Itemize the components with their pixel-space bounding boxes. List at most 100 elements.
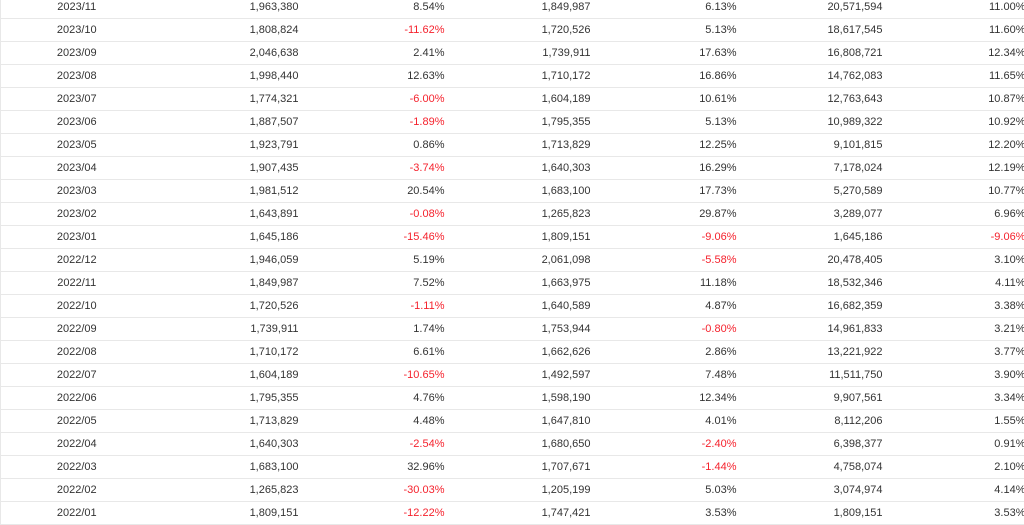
month-cell: 2023/10 — [1, 19, 153, 42]
cumulative-value-cell: 1,809,151 — [737, 502, 883, 525]
month-cell: 2023/08 — [1, 65, 153, 88]
cumulative-value-cell: 4,758,074 — [737, 456, 883, 479]
value-cell: 1,946,059 — [153, 249, 299, 272]
value-cell: 1,981,512 — [153, 180, 299, 203]
month-cell: 2023/06 — [1, 111, 153, 134]
cumulative-change-cell: 11.00% — [883, 0, 1024, 19]
yoy-change-cell: 16.29% — [591, 157, 737, 180]
value-cell: 1,849,987 — [153, 272, 299, 295]
prev-year-value-cell: 1,647,810 — [445, 410, 591, 433]
mom-change-cell: -2.54% — [299, 433, 445, 456]
prev-year-value-cell: 1,604,189 — [445, 88, 591, 111]
mom-change-cell: 7.52% — [299, 272, 445, 295]
prev-year-value-cell: 1,640,589 — [445, 295, 591, 318]
cumulative-value-cell: 3,289,077 — [737, 203, 883, 226]
prev-year-value-cell: 1,680,650 — [445, 433, 591, 456]
yoy-change-cell: 6.13% — [591, 0, 737, 19]
yoy-change-cell: 12.25% — [591, 134, 737, 157]
cumulative-change-cell: 3.38% — [883, 295, 1024, 318]
cumulative-change-cell: 10.92% — [883, 111, 1024, 134]
yoy-change-cell: -5.58% — [591, 249, 737, 272]
mom-change-cell: 4.48% — [299, 410, 445, 433]
mom-change-cell: -30.03% — [299, 479, 445, 502]
prev-year-value-cell: 1,663,975 — [445, 272, 591, 295]
yoy-change-cell: 11.18% — [591, 272, 737, 295]
yoy-change-cell: 10.61% — [591, 88, 737, 111]
cumulative-change-cell: 12.20% — [883, 134, 1024, 157]
yoy-change-cell: 17.73% — [591, 180, 737, 203]
month-cell: 2023/02 — [1, 203, 153, 226]
value-cell: 1,720,526 — [153, 295, 299, 318]
prev-year-value-cell: 1,662,626 — [445, 341, 591, 364]
cumulative-change-cell: 0.91% — [883, 433, 1024, 456]
cumulative-value-cell: 20,571,594 — [737, 0, 883, 19]
cumulative-change-cell: 4.14% — [883, 479, 1024, 502]
mom-change-cell: 0.86% — [299, 134, 445, 157]
month-cell: 2022/11 — [1, 272, 153, 295]
cumulative-value-cell: 12,763,643 — [737, 88, 883, 111]
month-cell: 2022/12 — [1, 249, 153, 272]
yoy-change-cell: 7.48% — [591, 364, 737, 387]
cumulative-change-cell: 3.90% — [883, 364, 1024, 387]
prev-year-value-cell: 1,747,421 — [445, 502, 591, 525]
month-cell: 2023/11 — [1, 0, 153, 19]
prev-year-value-cell: 1,795,355 — [445, 111, 591, 134]
cumulative-change-cell: 11.60% — [883, 19, 1024, 42]
cumulative-change-cell: 3.53% — [883, 502, 1024, 525]
value-cell: 1,645,186 — [153, 226, 299, 249]
value-cell: 1,739,911 — [153, 318, 299, 341]
mom-change-cell: 2.41% — [299, 42, 445, 65]
cumulative-value-cell: 14,961,833 — [737, 318, 883, 341]
yoy-change-cell: 12.34% — [591, 387, 737, 410]
prev-year-value-cell: 1,753,944 — [445, 318, 591, 341]
month-cell: 2023/05 — [1, 134, 153, 157]
yoy-change-cell: 16.86% — [591, 65, 737, 88]
month-cell: 2022/03 — [1, 456, 153, 479]
mom-change-cell: -1.89% — [299, 111, 445, 134]
cumulative-change-cell: 10.87% — [883, 88, 1024, 111]
prev-year-value-cell: 1,720,526 — [445, 19, 591, 42]
prev-year-value-cell: 2,061,098 — [445, 249, 591, 272]
cumulative-change-cell: -9.06% — [883, 226, 1024, 249]
value-cell: 1,795,355 — [153, 387, 299, 410]
prev-year-value-cell: 1,713,829 — [445, 134, 591, 157]
cumulative-value-cell: 11,511,750 — [737, 364, 883, 387]
mom-change-cell: -6.00% — [299, 88, 445, 111]
month-cell: 2023/01 — [1, 226, 153, 249]
prev-year-value-cell: 1,598,190 — [445, 387, 591, 410]
cumulative-value-cell: 9,101,815 — [737, 134, 883, 157]
cumulative-value-cell: 9,907,561 — [737, 387, 883, 410]
prev-year-value-cell: 1,492,597 — [445, 364, 591, 387]
cumulative-change-cell: 3.34% — [883, 387, 1024, 410]
value-cell: 1,640,303 — [153, 433, 299, 456]
month-cell: 2022/06 — [1, 387, 153, 410]
yoy-change-cell: 4.01% — [591, 410, 737, 433]
mom-change-cell: 32.96% — [299, 456, 445, 479]
prev-year-value-cell: 1,849,987 — [445, 0, 591, 19]
value-cell: 1,907,435 — [153, 157, 299, 180]
mom-change-cell: 12.63% — [299, 65, 445, 88]
cumulative-value-cell: 13,221,922 — [737, 341, 883, 364]
value-cell: 1,808,824 — [153, 19, 299, 42]
mom-change-cell: 1.74% — [299, 318, 445, 341]
value-cell: 1,998,440 — [153, 65, 299, 88]
month-cell: 2022/09 — [1, 318, 153, 341]
mom-change-cell: 20.54% — [299, 180, 445, 203]
cumulative-change-cell: 6.96% — [883, 203, 1024, 226]
month-cell: 2023/04 — [1, 157, 153, 180]
yoy-change-cell: 17.63% — [591, 42, 737, 65]
